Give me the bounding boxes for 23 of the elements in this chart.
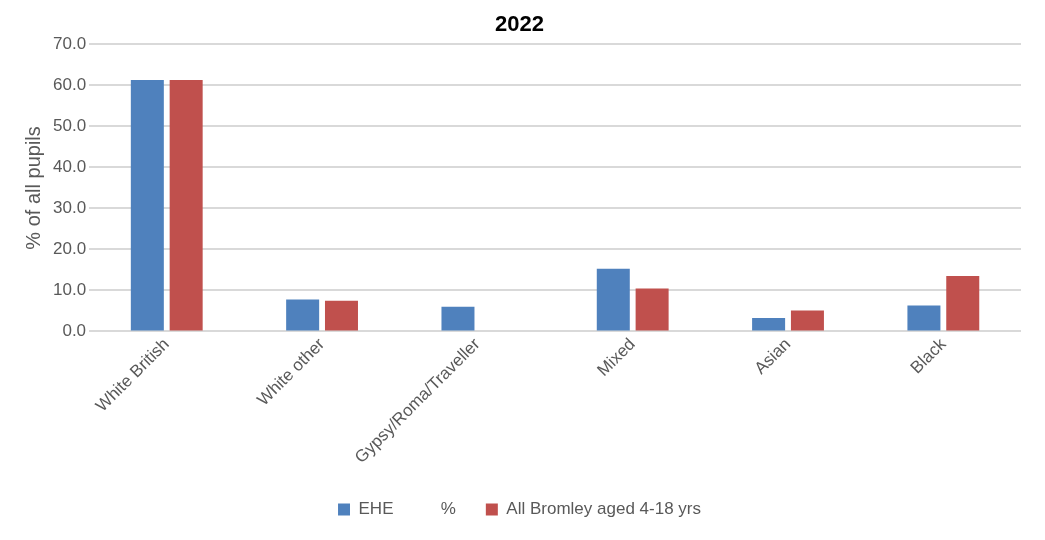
bar	[635, 288, 669, 331]
y-tick-label: 20.0	[52, 239, 87, 259]
bar	[169, 80, 203, 331]
y-axis-title: % of all pupils	[21, 126, 44, 250]
y-tick-label: 60.0	[52, 75, 87, 95]
y-tick-label: 30.0	[52, 198, 87, 218]
bar	[286, 299, 320, 331]
bar	[130, 80, 164, 331]
y-tick-label: 70.0	[52, 34, 87, 54]
bar	[907, 305, 941, 331]
bar	[790, 310, 824, 331]
bar	[946, 276, 980, 331]
y-tick-label: 40.0	[52, 157, 87, 177]
legend-label: All Bromley aged 4-18 yrs	[506, 499, 701, 519]
y-tick-label: 0.0	[62, 321, 87, 341]
bar	[441, 306, 475, 331]
bar	[324, 300, 358, 331]
bar	[752, 317, 786, 331]
legend-label: EHE %	[358, 499, 456, 519]
chart-title: 2022	[495, 11, 544, 37]
y-tick-label: 10.0	[52, 280, 87, 300]
bar	[596, 268, 630, 331]
y-tick-label: 50.0	[52, 116, 87, 136]
